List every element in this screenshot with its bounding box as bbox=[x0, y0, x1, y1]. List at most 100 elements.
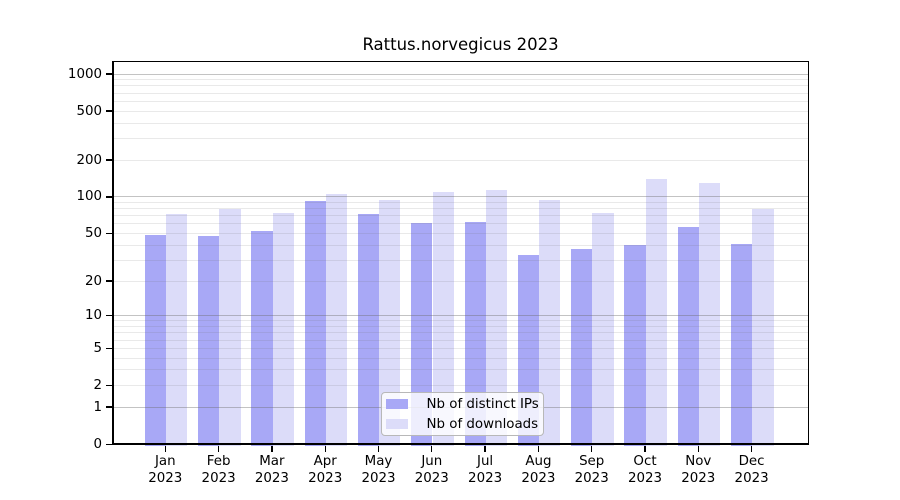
y-tick-label: 2 bbox=[93, 377, 102, 393]
gridline-minor bbox=[112, 202, 810, 204]
x-axis-tick bbox=[591, 446, 593, 452]
x-tick-label: Dec 2023 bbox=[734, 454, 769, 486]
gridline-minor bbox=[112, 208, 810, 210]
x-tick-label: Oct 2023 bbox=[627, 454, 663, 486]
bar-downloads bbox=[752, 208, 774, 446]
gridline-minor bbox=[112, 339, 810, 341]
legend-item-downloads: Nb of downloads bbox=[386, 417, 543, 432]
legend: Nb of distinct IPs Nb of downloads bbox=[381, 392, 544, 436]
gridline-minor bbox=[112, 215, 810, 217]
x-tick-label: Jun 2023 bbox=[414, 454, 449, 486]
y-axis-tick bbox=[105, 347, 112, 349]
y-axis-tick bbox=[105, 73, 112, 75]
gridline-minor bbox=[112, 159, 810, 161]
gridline-major bbox=[112, 315, 810, 317]
gridline-minor bbox=[112, 85, 810, 87]
x-axis-tick bbox=[271, 446, 273, 452]
y-axis-tick bbox=[105, 315, 112, 317]
x-tick-label: May 2023 bbox=[361, 454, 396, 486]
gridline-minor bbox=[112, 332, 810, 334]
x-axis-tick bbox=[644, 446, 646, 452]
y-axis-tick bbox=[105, 159, 112, 161]
bar-distinct-ips bbox=[357, 214, 380, 446]
y-tick-label: 20 bbox=[84, 273, 102, 289]
bar-downloads bbox=[699, 182, 721, 446]
x-tick-label: Jul 2023 bbox=[468, 454, 503, 486]
x-axis-tick bbox=[217, 446, 220, 452]
bar-downloads bbox=[592, 212, 614, 446]
bar-distinct-ips bbox=[198, 235, 220, 446]
x-tick-label: Sep 2023 bbox=[574, 454, 609, 486]
y-axis-tick bbox=[105, 406, 112, 408]
chart-title: Rattus.norvegicus 2023 bbox=[362, 35, 559, 54]
legend-swatch-downloads bbox=[386, 419, 408, 429]
bar-distinct-ips bbox=[677, 226, 699, 446]
gridline-minor bbox=[112, 280, 810, 282]
x-axis-tick bbox=[431, 446, 433, 452]
x-tick-label: Nov 2023 bbox=[681, 454, 716, 486]
gridline-minor bbox=[112, 326, 810, 328]
gridline-minor bbox=[112, 233, 810, 235]
legend-item-distinct-ips: Nb of distinct IPs bbox=[386, 397, 543, 412]
y-axis-tick bbox=[105, 280, 112, 282]
y-tick-label: 0 bbox=[93, 436, 102, 452]
gridline-major bbox=[112, 196, 810, 198]
gridline-minor bbox=[112, 79, 810, 81]
gridline-minor bbox=[112, 320, 810, 322]
plot-frame bbox=[112, 61, 810, 446]
x-tick-label: Apr 2023 bbox=[308, 454, 343, 486]
bar-downloads bbox=[219, 208, 241, 446]
x-axis-tick bbox=[750, 446, 753, 452]
gridline-minor bbox=[112, 259, 810, 261]
x-tick-label: Aug 2023 bbox=[521, 454, 556, 486]
gridline-minor bbox=[112, 244, 810, 246]
bar-distinct-ips bbox=[731, 243, 753, 446]
legend-label-distinct-ips: Nb of distinct IPs bbox=[426, 396, 539, 412]
gridline-minor bbox=[112, 122, 810, 124]
bar-distinct-ips bbox=[251, 231, 273, 446]
x-tick-label: Mar 2023 bbox=[254, 454, 289, 486]
gridline-minor bbox=[112, 384, 810, 386]
y-axis-tick bbox=[105, 110, 112, 112]
bar-distinct-ips bbox=[571, 249, 593, 446]
y-tick-label: 50 bbox=[84, 226, 102, 242]
bar-distinct-ips bbox=[144, 234, 166, 446]
x-axis-tick bbox=[484, 446, 486, 452]
gridline-minor bbox=[112, 347, 810, 349]
gridline-minor bbox=[112, 137, 810, 139]
bar-distinct-ips bbox=[304, 200, 326, 446]
y-tick-label: 10 bbox=[84, 308, 102, 324]
y-tick-label: 5 bbox=[93, 340, 102, 356]
bar-distinct-ips bbox=[624, 245, 646, 446]
x-axis-tick bbox=[324, 446, 326, 452]
gridline-minor bbox=[112, 357, 810, 359]
y-axis-tick bbox=[105, 384, 112, 387]
x-tick-label: Feb 2023 bbox=[201, 454, 236, 486]
y-axis-tick bbox=[105, 196, 112, 198]
x-tick-label: Jan 2023 bbox=[148, 454, 183, 486]
bar-downloads bbox=[272, 212, 294, 446]
y-axis-tick bbox=[105, 232, 112, 235]
bar-downloads bbox=[166, 213, 188, 446]
x-axis-tick bbox=[697, 446, 699, 452]
gridline-minor bbox=[112, 223, 810, 225]
gridline-minor bbox=[112, 92, 810, 94]
x-axis-tick bbox=[377, 446, 380, 452]
gridline-major bbox=[112, 73, 810, 75]
y-tick-label: 1 bbox=[93, 399, 102, 415]
x-axis-tick bbox=[537, 446, 540, 452]
gridline-minor bbox=[112, 100, 810, 102]
y-tick-label: 500 bbox=[76, 103, 102, 119]
gridline-minor bbox=[112, 110, 810, 112]
legend-label-downloads: Nb of downloads bbox=[426, 416, 539, 432]
y-tick-label: 100 bbox=[76, 189, 102, 205]
legend-swatch-distinct-ips bbox=[386, 399, 408, 409]
y-axis-tick bbox=[105, 443, 112, 445]
x-axis-tick bbox=[164, 446, 166, 452]
bar-downloads bbox=[325, 193, 348, 446]
y-tick-label: 1000 bbox=[67, 66, 102, 82]
bar-downloads bbox=[645, 179, 667, 446]
gridline-minor bbox=[112, 369, 810, 371]
y-tick-label: 200 bbox=[76, 152, 102, 168]
